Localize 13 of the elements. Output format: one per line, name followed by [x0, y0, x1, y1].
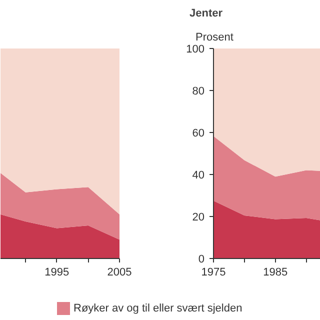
x-tick-label: 1975 — [201, 266, 226, 278]
x-tick-label: 1995 — [44, 266, 70, 278]
y-tick-label: 60 — [192, 128, 205, 140]
legend-label: Røyker av og til eller svært sjelden — [74, 302, 242, 314]
y-tick-label: 0 — [198, 254, 205, 266]
y-tick-label: 20 — [192, 212, 205, 224]
y-axis-title: Prosent — [196, 32, 234, 44]
x-tick-label: 1985 — [263, 266, 288, 278]
y-tick-label: 80 — [192, 86, 205, 98]
chart-title: Jenter — [190, 8, 224, 20]
y-tick-label: 40 — [192, 170, 205, 182]
x-tick-label: 2005 — [107, 266, 132, 278]
y-tick-label: 100 — [186, 44, 205, 56]
